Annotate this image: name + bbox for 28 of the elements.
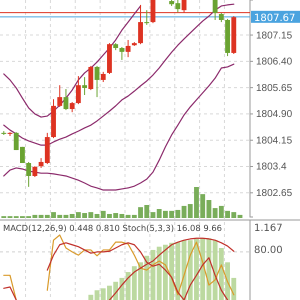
y-tick-label: 1806.40 <box>256 56 293 68</box>
line-series <box>3 64 234 191</box>
line-series <box>3 5 142 118</box>
candlestick <box>70 102 75 113</box>
candlestick <box>26 161 32 188</box>
candlestick <box>119 46 124 60</box>
candlestick <box>100 71 106 83</box>
y-tick-label: 1803.4 <box>256 162 288 173</box>
y-tick-label: 1804.15 <box>256 135 293 146</box>
candlestick <box>212 0 218 20</box>
candlestick <box>88 65 94 91</box>
candlestick <box>94 65 100 98</box>
candlestick <box>144 10 150 26</box>
candlestick <box>57 84 62 108</box>
candlestick <box>32 166 38 178</box>
candlestick <box>76 76 81 105</box>
y-tick-label: 1804.90 <box>256 109 293 120</box>
candlestick <box>64 88 68 111</box>
y-tick-label: 1802.65 <box>256 188 293 200</box>
y-tick-label: 1805.65 <box>256 82 293 94</box>
text: 1.167 <box>254 223 283 234</box>
text: 80.00 <box>254 245 283 256</box>
candlestick <box>82 76 88 96</box>
text: MACD(12,26,9) 0.448 0.810 Stoch(5,3,3) 16.08 9.66 <box>3 223 222 233</box>
ref-line-label: 1807.67 <box>254 12 296 24</box>
candlestick <box>126 39 131 58</box>
candlestick <box>218 12 224 23</box>
y-tick-label: 1807.15 <box>256 30 293 42</box>
